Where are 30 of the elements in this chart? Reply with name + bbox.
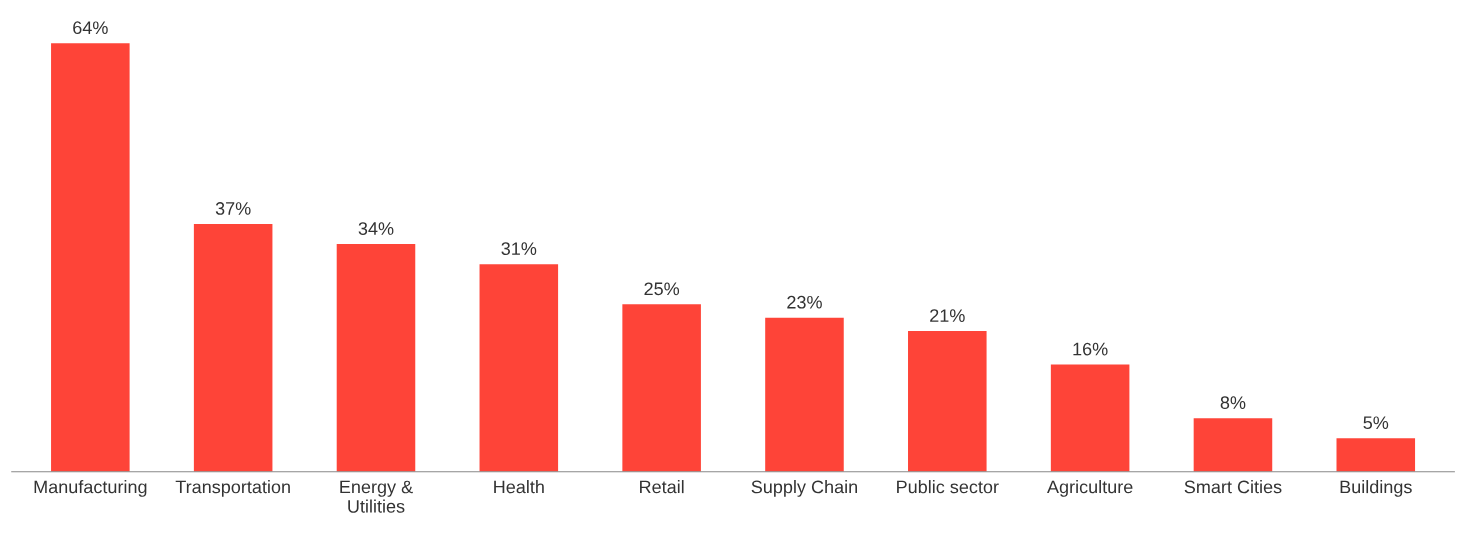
data-label: 16% (1073, 342, 1108, 356)
x-tick-label: Smart Cities (1184, 480, 1282, 494)
x-tick-label: Health (494, 480, 544, 494)
x-tick-label: Supply Chain (751, 480, 857, 497)
bar (765, 317, 844, 472)
x-tick-label: Manufacturing (34, 480, 147, 497)
x-tick-label: Public sector (897, 480, 999, 494)
bar (1050, 364, 1130, 472)
data-label: 23% (787, 295, 822, 309)
x-tick-label: Agriculture (1047, 480, 1133, 497)
data-label: 34% (358, 222, 394, 235)
data-label: 8% (1220, 396, 1246, 410)
data-label: 25% (644, 282, 680, 296)
x-tick-label: Energy & Utilities (340, 480, 413, 513)
bar (479, 264, 559, 472)
data-label: 5% (1363, 416, 1389, 430)
bar (1193, 418, 1273, 472)
bar (193, 223, 273, 472)
data-label: 31% (501, 242, 537, 256)
x-tick-label: Transportation (175, 480, 290, 497)
bar (908, 331, 987, 472)
data-label: 37% (215, 202, 251, 215)
bar (622, 304, 701, 472)
x-tick-label: Buildings (1340, 480, 1412, 497)
bar (336, 244, 416, 472)
x-tick-label: Retail (640, 480, 684, 494)
bar (51, 43, 130, 472)
data-label: 64% (73, 21, 108, 35)
data-label: 21% (930, 309, 965, 322)
bar (1336, 438, 1416, 472)
